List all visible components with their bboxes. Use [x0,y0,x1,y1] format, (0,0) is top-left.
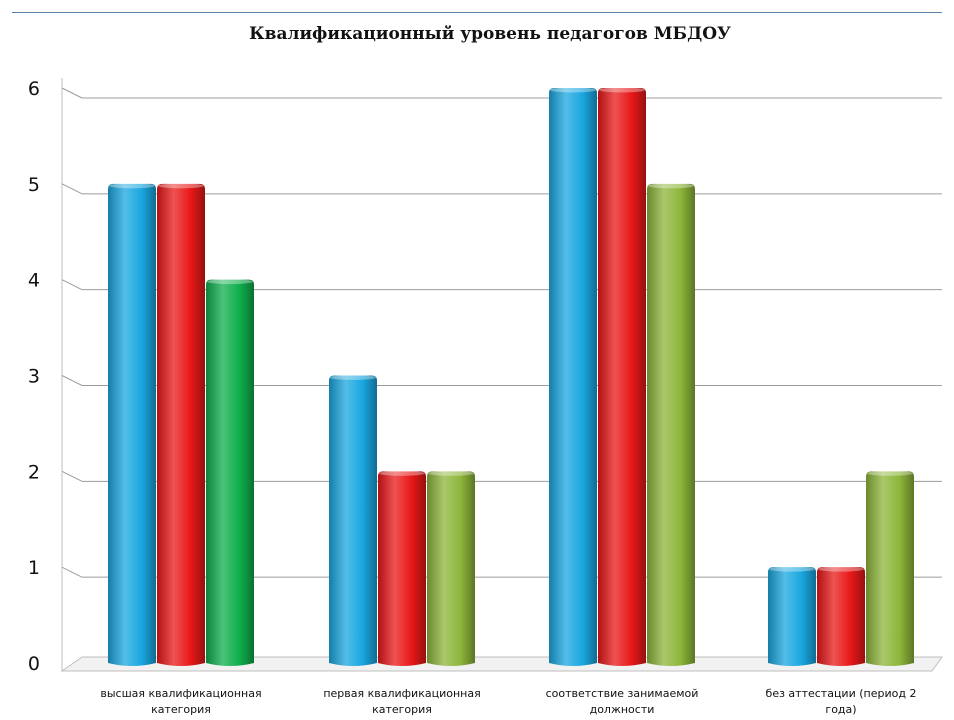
bar-series2-category1 [157,183,205,667]
bar-top-highlight [428,470,474,476]
bar-top-highlight [648,183,694,189]
bar-top-highlight [769,566,815,572]
bar-series1-category1 [108,183,156,667]
y-tick-label: 2 [28,461,40,483]
x-tick-label: первая квалификационная категория [323,687,480,716]
gridline-diag [61,470,83,482]
y-tick-label: 3 [28,366,40,388]
bar-series3-category1 [206,279,254,666]
y-tick-label: 5 [28,174,40,196]
bar-series2-category3 [598,88,646,666]
gridline-diag [61,279,83,291]
bar-top-highlight [550,87,596,93]
bar-top-highlight [379,470,425,476]
x-tick-label: соответствие занимаемой должности [546,687,699,716]
bar-top-highlight [207,279,253,285]
bars [108,87,914,667]
bar-top-highlight [599,87,645,93]
y-axis-ticks: 0 1 2 3 4 5 6 [28,78,40,675]
bar-series1-category4 [768,567,816,666]
y-tick-label: 4 [28,270,40,292]
bar-top-highlight [109,183,155,189]
bar-top-highlight [867,470,913,476]
y-tick-label: 6 [28,78,40,100]
bar-series3-category4 [866,471,914,666]
x-axis-ticks: высшая квалификационная категория первая к… [100,687,916,716]
x-tick-label: высшая квалификационная категория [100,687,261,716]
gridline-diag [61,566,83,578]
y-tick-label: 0 [28,653,40,675]
bar-top-highlight [158,183,204,189]
gridline-diag [61,183,83,195]
bar-series1-category3 [549,88,597,666]
bar-series1-category2 [329,375,377,666]
bar-series3-category2 [427,471,475,666]
bar-top-highlight [330,375,376,380]
bar-series3-category3 [647,183,695,667]
y-tick-label: 1 [28,557,40,579]
gridline-diag [61,375,83,386]
bar-series2-category4 [817,567,865,666]
bar-series2-category2 [378,471,426,666]
floor [60,656,943,672]
top-divider [12,12,942,13]
gridline-diag [61,87,83,99]
bar-top-highlight [818,566,864,572]
x-tick-label: без аттестации (период 2 года) [766,687,917,716]
chart-title: Квалификационный уровень педагогов МБДОУ [249,24,731,44]
